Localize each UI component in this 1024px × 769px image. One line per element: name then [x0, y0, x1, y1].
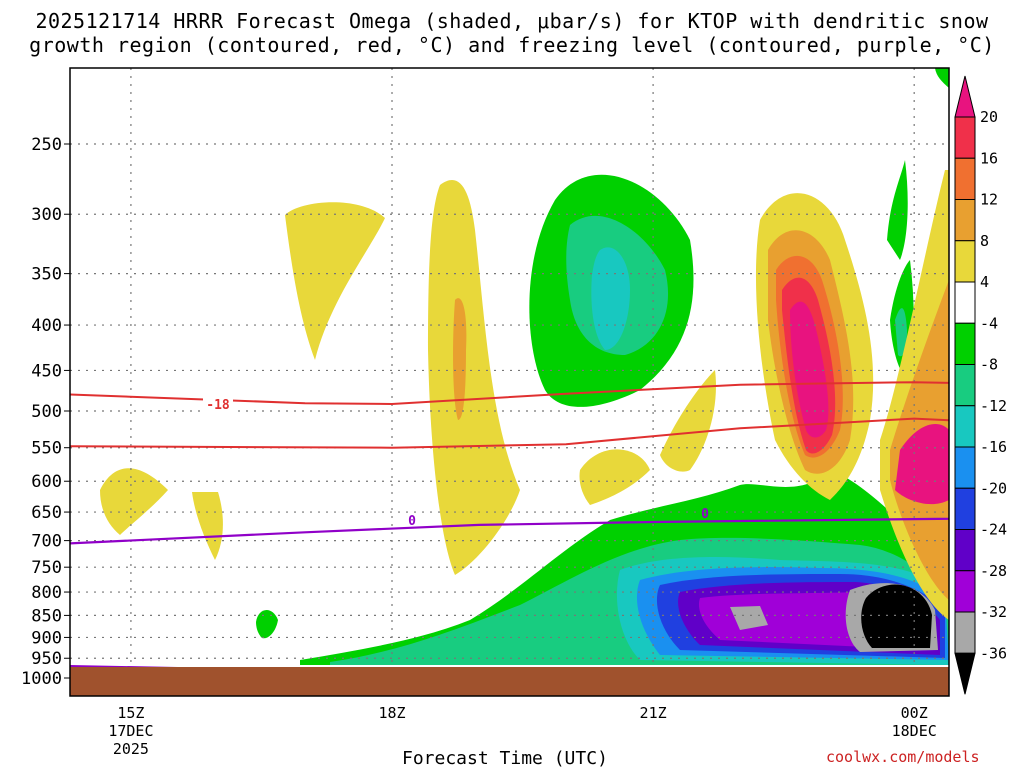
- colorbar-swatch-2: [954, 157, 976, 200]
- x-axis-title: Forecast Time (UTC): [402, 748, 608, 769]
- omega-region-teal-right: [895, 308, 907, 357]
- omega-region-yellow-4: [192, 492, 223, 560]
- x-tick-label-18Z: 18Z: [378, 704, 405, 722]
- y-tick-label-450: 450: [31, 361, 62, 381]
- y-tick-label-350: 350: [31, 265, 62, 285]
- y-tick-label-500: 500: [31, 402, 62, 422]
- ground-fill: [70, 667, 949, 696]
- colorbar-label-0: 20: [980, 108, 998, 126]
- x-tick-label-00Z: 00Z: [901, 704, 928, 722]
- colorbar-swatch-6: [954, 322, 976, 365]
- x-tick-year-15Z: 2025: [113, 740, 149, 758]
- y-tick-label-250: 250: [31, 135, 62, 155]
- y-axis-tick-labels: 2503003504004505005506006507007508008509…: [21, 135, 70, 689]
- x-tick-date-15Z: 17DEC: [108, 722, 153, 740]
- colorbar-swatch-9: [954, 446, 976, 489]
- colorbar-label-6: -8: [980, 356, 998, 374]
- colorbar-label-7: -12: [980, 397, 1007, 415]
- y-tick-label-400: 400: [31, 316, 62, 336]
- y-tick-label-1000: 1000: [21, 669, 62, 689]
- colorbar-swatch-11: [954, 529, 976, 572]
- colorbar-swatch-8: [954, 405, 976, 448]
- y-tick-label-600: 600: [31, 472, 62, 492]
- colorbar-label-12: -32: [980, 603, 1007, 621]
- colorbar-label-3: 8: [980, 232, 989, 250]
- omega-region-black: [861, 584, 932, 648]
- colorbar-swatch-3: [954, 199, 976, 242]
- y-tick-label-950: 950: [31, 649, 62, 669]
- omega-region-yellow-2: [428, 180, 520, 575]
- omega-region-magenta-1: [790, 301, 829, 438]
- y-tick-label-550: 550: [31, 439, 62, 459]
- colorbar: [954, 75, 976, 695]
- y-tick-label-300: 300: [31, 205, 62, 225]
- x-tick-label-15Z: 15Z: [117, 704, 144, 722]
- plot-frame: [69, 67, 950, 697]
- colorbar-swatch-5: [954, 281, 976, 324]
- freezing-level-contour: [70, 517, 949, 545]
- omega-region-gray-1: [730, 606, 768, 630]
- omega-region-yellow-1: [285, 202, 385, 360]
- colorbar-label-9: -20: [980, 479, 1007, 497]
- freezing-contour-label-1: 0: [408, 514, 416, 529]
- omega-region-green-small-18z: [256, 610, 278, 639]
- dgz-lower-contour: [70, 417, 949, 449]
- colorbar-swatch-12: [954, 570, 976, 613]
- x-tick-date-00Z: 18DEC: [892, 722, 937, 740]
- y-tick-label-700: 700: [31, 532, 62, 552]
- colorbar-label-2: 12: [980, 191, 998, 209]
- omega-region-orange-streak: [453, 298, 467, 420]
- chart-title-line-2: growth region (contoured, red, °C) and f…: [29, 33, 995, 57]
- source-credit: coolwx.com/models: [826, 748, 980, 766]
- y-tick-label-750: 750: [31, 558, 62, 578]
- omega-shading: [100, 68, 949, 665]
- colorbar-label-1: 16: [980, 149, 998, 167]
- omega-region-yellow-5: [579, 449, 650, 505]
- omega-region-yellow-3: [100, 468, 168, 535]
- colorbar-swatch-bottom: [954, 652, 976, 695]
- y-tick-label-800: 800: [31, 583, 62, 603]
- dgz-upper-contour: [70, 381, 949, 406]
- omega-region-yellow-6: [660, 370, 716, 472]
- freezing-contour-label-2: 0: [701, 507, 709, 522]
- colorbar-label-8: -16: [980, 438, 1007, 456]
- colorbar-label-13: -36: [980, 644, 1007, 662]
- omega-region-green-right-1: [887, 160, 908, 260]
- x-tick-label-21Z: 21Z: [640, 704, 667, 722]
- omega-region-green-top-corner: [935, 68, 949, 88]
- omega-region-magenta-right: [895, 424, 949, 505]
- colorbar-label-10: -24: [980, 521, 1007, 539]
- colorbar-swatch-top: [954, 75, 976, 118]
- colorbar-swatch-4: [954, 240, 976, 283]
- y-tick-label-900: 900: [31, 628, 62, 648]
- colorbar-label-5: -4: [980, 314, 998, 332]
- colorbar-swatch-13: [954, 611, 976, 654]
- x-axis-tick-labels: 15Z17DEC202518Z21Z00Z18DEC03Z06Z: [108, 704, 937, 758]
- omega-region-cyan-upper: [591, 247, 630, 350]
- dgz-contour-label: -18: [206, 398, 230, 413]
- colorbar-swatch-1: [954, 116, 976, 159]
- colorbar-labels: 20 16 12 8 4 -4 -8 -12 -16 -20 -24 -28 -32 -36: [980, 108, 1007, 662]
- colorbar-label-11: -28: [980, 562, 1007, 580]
- chart-title-line-1: 2025121714 HRRR Forecast Omega (shaded, …: [35, 9, 989, 33]
- dgz-label-bg: [203, 396, 233, 412]
- colorbar-swatch-7: [954, 364, 976, 407]
- y-tick-label-650: 650: [31, 503, 62, 523]
- colorbar-swatch-10: [954, 487, 976, 530]
- y-tick-label-850: 850: [31, 606, 62, 626]
- colorbar-label-4: 4: [980, 273, 989, 291]
